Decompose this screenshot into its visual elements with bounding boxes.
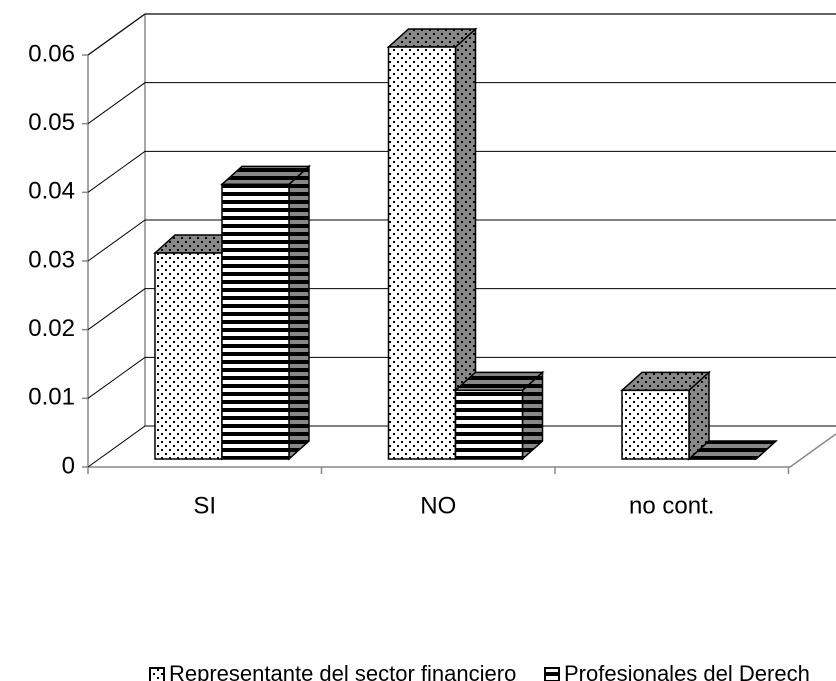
y-tick-label: 0.03 [28,246,75,273]
x-tick-label: NO [420,492,456,519]
y-tick-label: 0.02 [28,315,75,342]
grid-line [87,150,836,193]
grid-line [87,82,836,125]
bar-front [221,183,290,460]
x-tick-label: no cont. [629,492,714,519]
y-tick-label: 0 [62,452,75,479]
legend-label: Profesionales del Derech [564,661,810,681]
legend-swatch [544,667,560,681]
y-tick-label: 0.06 [28,40,75,67]
bar [220,164,311,461]
bar-front [387,46,457,460]
grid-line [87,288,836,331]
bar-front [454,389,524,460]
legend-swatch [149,667,165,681]
legend-label: Representante del sector financiero [169,661,516,681]
grid-line [87,425,836,468]
grid-line [87,13,836,56]
bar-side [288,164,310,461]
y-tick-label: 0.04 [28,178,75,205]
y-tick-label: 0.01 [28,384,75,411]
bar-front [621,389,690,460]
x-tick-label: SI [193,492,216,519]
bar [386,27,478,461]
bar [453,370,545,461]
grid-line [87,219,836,262]
y-tick-label: 0.05 [28,109,75,136]
bar [620,370,711,461]
bar [687,440,778,460]
grid-line [87,356,836,399]
bar-front [154,252,223,460]
